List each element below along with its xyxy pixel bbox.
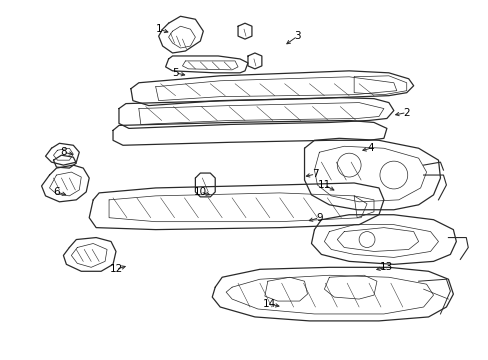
Text: 6: 6 <box>53 187 60 197</box>
Text: 8: 8 <box>60 147 66 157</box>
Text: 12: 12 <box>109 264 122 274</box>
Text: 4: 4 <box>367 143 373 153</box>
Text: 11: 11 <box>317 180 330 190</box>
Text: 5: 5 <box>172 68 179 78</box>
Text: 9: 9 <box>315 213 322 223</box>
Text: 1: 1 <box>155 24 162 34</box>
Text: 14: 14 <box>263 299 276 309</box>
Text: 3: 3 <box>294 31 300 41</box>
Text: 2: 2 <box>403 108 409 117</box>
Text: 13: 13 <box>380 262 393 272</box>
Text: 7: 7 <box>311 169 318 179</box>
Text: 10: 10 <box>193 187 206 197</box>
